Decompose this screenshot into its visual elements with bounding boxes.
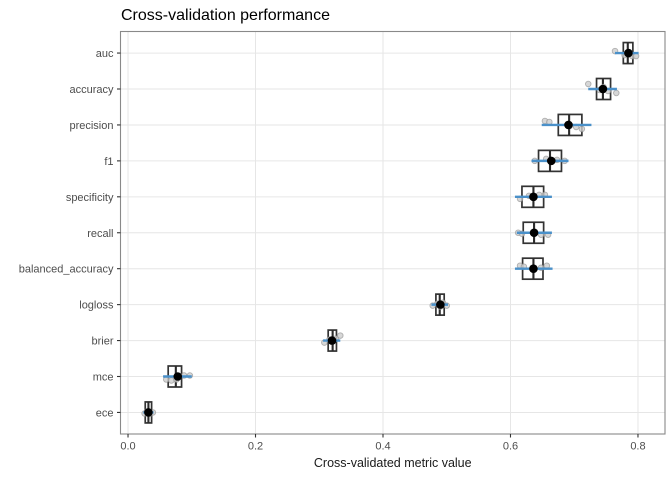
y-axis-label-balanced_accuracy: balanced_accuracy <box>19 264 114 276</box>
plot-title: Cross-validation performance <box>121 7 330 24</box>
x-axis-tick-label-0.4: 0.4 <box>375 441 390 453</box>
mean-dot-specificity <box>529 192 538 202</box>
jitter-point-mce-1 <box>168 377 175 384</box>
mean-dot-balanced_accuracy <box>529 264 538 273</box>
boxplot-logloss <box>429 293 450 316</box>
y-axis-label-auc: auc <box>96 48 114 60</box>
mean-dot-logloss <box>436 300 445 309</box>
boxplot-mce <box>163 365 194 388</box>
x-axis-tick-label-0.2: 0.2 <box>248 441 263 453</box>
mean-dot-f1 <box>546 156 556 166</box>
jitter-point-precision-4 <box>578 125 586 133</box>
mean-dot-recall <box>529 228 539 238</box>
y-axis-label-brier: brier <box>91 336 113 348</box>
jitter-point-accuracy-4 <box>613 89 620 97</box>
boxplot-specificity <box>514 185 552 209</box>
mean-dot-accuracy <box>598 84 608 94</box>
x-axis-tick-label-0.6: 0.6 <box>503 441 518 453</box>
y-axis-label-accuracy: accuracy <box>69 84 114 96</box>
y-axis-label-logloss: logloss <box>79 300 114 312</box>
mean-dot-auc <box>624 48 633 58</box>
mean-dot-precision <box>564 120 573 130</box>
mean-dot-brier <box>327 336 337 345</box>
y-axis-label-ece: ece <box>96 407 114 419</box>
x-axis-tick-label-0.8: 0.8 <box>630 441 645 453</box>
y-axis-label-precision: precision <box>69 120 113 132</box>
mean-dot-mce <box>173 372 183 381</box>
boxplot-precision <box>541 113 592 137</box>
boxplot-recall <box>514 221 552 245</box>
y-axis-label-mce: mce <box>93 372 114 384</box>
y-axis-label-f1: f1 <box>104 156 113 168</box>
boxplot-ece <box>141 401 157 424</box>
jitter-point-brier-4 <box>337 332 344 339</box>
x-axis-title: Cross-validated metric value <box>314 456 472 470</box>
mean-dot-ece <box>144 408 153 417</box>
jitter-point-accuracy-0 <box>585 80 592 88</box>
boxplot-accuracy <box>585 77 620 101</box>
boxplot-auc <box>611 41 640 65</box>
boxplot-f1 <box>531 149 569 173</box>
y-axis-label-recall: recall <box>87 228 113 240</box>
x-axis-tick-label-0.0: 0.0 <box>120 441 135 453</box>
y-axis-label-specificity: specificity <box>66 192 114 204</box>
boxplot-balanced_accuracy <box>514 257 553 281</box>
boxplot-brier <box>321 329 344 352</box>
